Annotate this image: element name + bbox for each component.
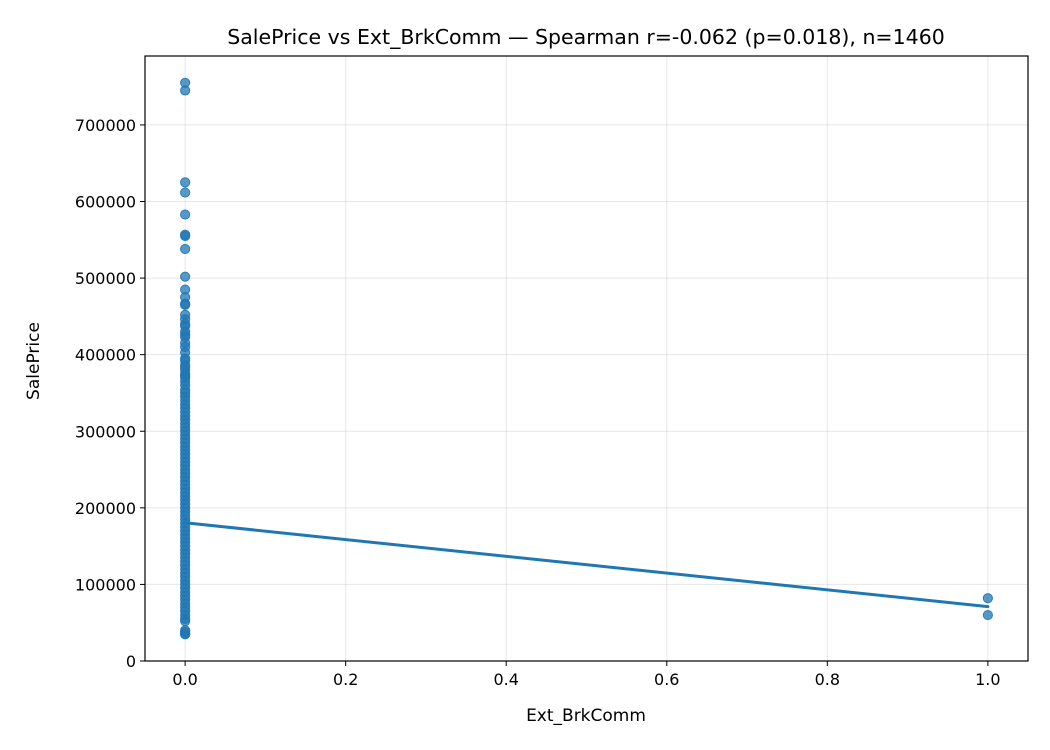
y-tick-label: 400000 [75,346,136,365]
y-tick-label: 700000 [75,116,136,135]
x-axis-label: Ext_BrkComm [526,706,646,726]
y-axis-label: SalePrice [24,322,44,400]
y-tick-label: 100000 [75,575,136,594]
trend-line-group [183,521,990,609]
y-tick-label: 0 [126,652,136,671]
data-point [180,616,191,627]
y-tick-label: 300000 [75,422,136,441]
x-tick-label: 0.8 [815,670,840,689]
scatter-points [180,77,993,640]
x-tick-label: 0.2 [333,670,358,689]
data-point [180,187,191,198]
data-point [180,85,191,96]
x-tick-label: 0.6 [654,670,679,689]
x-tick-label: 0.0 [172,670,197,689]
data-point [180,177,191,188]
data-point [180,209,191,220]
trend-line [183,521,990,609]
y-tick-label: 500000 [75,269,136,288]
grid [145,56,1028,662]
data-point [180,243,191,255]
data-point [180,230,191,242]
data-point [982,609,993,621]
data-point [180,299,191,310]
data-point [180,629,191,640]
x-tick-label: 1.0 [975,670,1000,689]
chart-title: SalePrice vs Ext_BrkComm — Spearman r=-0… [227,25,945,50]
data-point [982,593,993,604]
y-axis-ticks: 0 100000 200000 300000 400000 500000 600000 700… [75,116,145,671]
data-point [180,271,191,282]
plot-frame [144,55,1029,662]
x-axis-ticks: 0.0 0.2 0.4 0.6 0.8 1.0 [172,661,1001,689]
y-tick-label: 600000 [75,193,136,212]
x-tick-label: 0.4 [494,670,519,689]
y-tick-label: 200000 [75,499,136,518]
